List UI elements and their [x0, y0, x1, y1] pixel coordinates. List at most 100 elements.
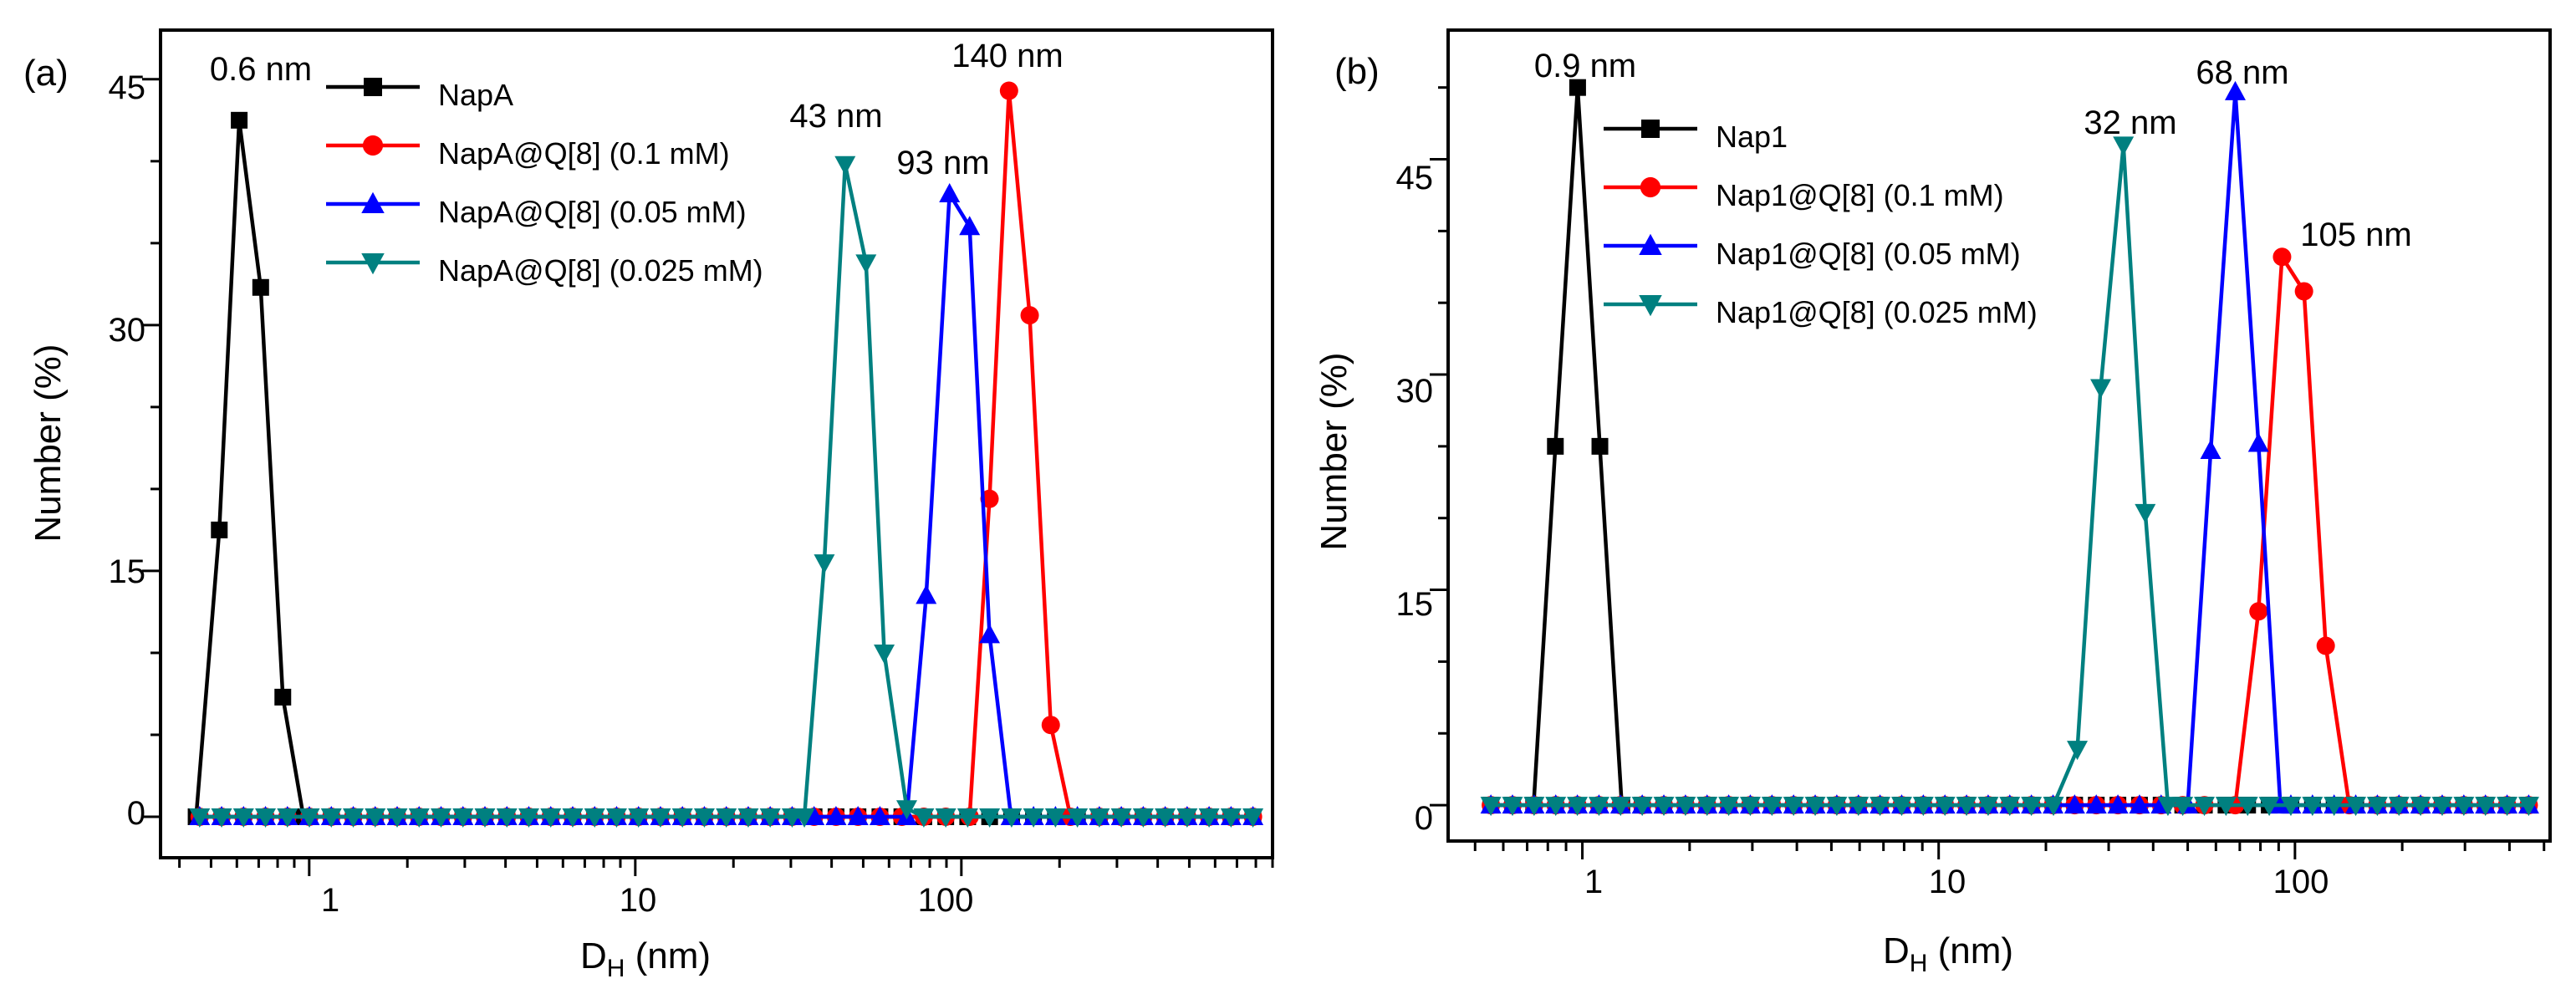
- data-point: [1155, 808, 1176, 828]
- data-point: [2517, 797, 2539, 817]
- data-point: [759, 808, 781, 828]
- data-point: [232, 808, 254, 828]
- y-tick-label: 45: [1396, 160, 1434, 196]
- panel-b-y-axis-label: Number (%): [1314, 352, 1354, 550]
- data-point: [1999, 797, 2021, 817]
- panel-b-legend: Nap1 Nap1@Q[8] (0.1 mM) Nap1@Q[8] (0.05 …: [1604, 120, 2038, 329]
- data-point: [1110, 808, 1132, 828]
- data-point: [847, 805, 869, 825]
- y-tick-label: 0: [1415, 800, 1433, 837]
- data-point: [1870, 797, 1891, 817]
- data-point: [255, 808, 277, 828]
- data-point: [671, 808, 693, 828]
- data-point: [869, 805, 890, 825]
- data-point: [252, 278, 269, 296]
- legend-label: NapA: [438, 78, 513, 112]
- panel-a-x-axis-label: DH (nm): [580, 935, 711, 982]
- data-point: [189, 808, 211, 828]
- data-point: [1569, 79, 1586, 96]
- data-point: [1480, 797, 1502, 817]
- panel-a: (a) 1 10 100 0 15 30 45 Number (%) DH (n…: [23, 28, 1274, 982]
- series-1: [190, 81, 1262, 826]
- series-3: [1480, 136, 2539, 817]
- data-point: [1089, 808, 1110, 828]
- x-tick-label: 10: [620, 882, 657, 919]
- y-tick-label: 0: [127, 795, 145, 832]
- data-point: [1132, 808, 1154, 828]
- data-point: [2224, 80, 2246, 100]
- data-point: [1956, 797, 1977, 817]
- peak-annotation: 43 nm: [789, 98, 882, 135]
- data-point: [211, 521, 228, 538]
- legend-marker: [1640, 176, 1661, 198]
- data-point: [803, 805, 825, 825]
- panel-a-xticks-minor: [178, 858, 1274, 876]
- data-point: [2345, 797, 2367, 817]
- panel-b-series: [1480, 79, 2539, 817]
- data-point: [1783, 797, 1804, 817]
- data-point: [2366, 797, 2388, 817]
- data-point: [2324, 797, 2345, 817]
- data-point: [431, 808, 452, 828]
- data-point: [2258, 797, 2280, 817]
- peak-annotation: 0.6 nm: [210, 51, 312, 88]
- data-point: [2107, 794, 2129, 814]
- legend-marker: [1639, 295, 1662, 317]
- data-point: [855, 254, 877, 274]
- data-point: [540, 808, 562, 828]
- peak-annotation: 0.9 nm: [1534, 48, 1636, 84]
- data-point: [979, 624, 1001, 644]
- legend-marker: [361, 191, 385, 213]
- data-point: [2280, 797, 2302, 817]
- y-tick-label: 15: [109, 553, 146, 590]
- data-point: [518, 808, 539, 828]
- y-tick-label: 30: [109, 312, 146, 349]
- data-point: [2157, 797, 2179, 817]
- data-point: [693, 808, 715, 828]
- data-point: [1041, 716, 1060, 735]
- data-point: [814, 554, 835, 574]
- data-point: [1067, 808, 1089, 828]
- data-point: [1761, 797, 1783, 817]
- panel-b-yticks: 0 15 30 45: [1396, 160, 1434, 837]
- panel-a-y-axis-label: Number (%): [28, 344, 69, 542]
- data-point: [320, 808, 342, 828]
- data-point: [1023, 808, 1044, 828]
- data-point: [1696, 797, 1718, 817]
- data-point: [1198, 808, 1220, 828]
- legend-marker: [1639, 233, 1662, 255]
- data-point: [231, 111, 248, 129]
- data-point: [1739, 797, 1761, 817]
- panel-b-yticks-minor: [1430, 86, 1448, 807]
- panel-a-yticks: 0 15 30 45: [109, 69, 146, 832]
- panel-a-series: [187, 81, 1264, 828]
- data-point: [1020, 306, 1039, 325]
- series-1: [1482, 247, 2538, 815]
- y-tick-label: 15: [1396, 586, 1434, 623]
- legend-label: NapA@Q[8] (0.025 mM): [438, 253, 763, 288]
- data-point: [298, 808, 320, 828]
- data-point: [716, 808, 737, 828]
- legend-label: NapA@Q[8] (0.05 mM): [438, 195, 747, 229]
- data-point: [2410, 797, 2431, 817]
- data-point: [605, 808, 627, 828]
- data-point: [1001, 808, 1023, 828]
- data-point: [913, 808, 935, 828]
- data-point: [277, 808, 298, 828]
- data-point: [834, 155, 856, 176]
- y-tick-label: 30: [1396, 373, 1434, 410]
- panel-a-yticks-minor: [142, 78, 161, 818]
- legend-label: Nap1@Q[8] (0.05 mM): [1716, 237, 2021, 271]
- panel-b-annotations: 0.9 nm 32 nm 68 nm 105 nm: [1534, 48, 2412, 253]
- data-point: [1977, 797, 1999, 817]
- data-point: [2247, 432, 2269, 452]
- panel-b-x-axis-label: DH (nm): [1883, 930, 2013, 977]
- data-point: [2129, 794, 2150, 814]
- data-point: [2200, 440, 2221, 460]
- data-point: [1609, 797, 1631, 817]
- data-point: [365, 808, 386, 828]
- data-point: [2172, 797, 2194, 817]
- x-tick-label: 1: [321, 882, 339, 919]
- panel-a-annotations: 0.6 nm 43 nm 93 nm 140 nm: [210, 38, 1064, 181]
